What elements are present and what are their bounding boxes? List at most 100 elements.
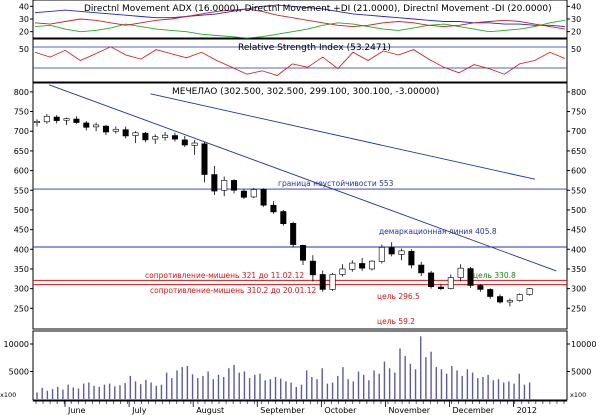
price-tick-label: 650 <box>14 147 29 156</box>
rsi-line <box>34 46 566 76</box>
x-month-label: November <box>388 406 430 415</box>
price-ticks-right: 800 750 700 650 600 550 500 450 400 350 300 250 <box>567 88 586 313</box>
candle-body <box>339 268 346 275</box>
candle-body <box>280 211 287 225</box>
candle-body <box>102 125 109 133</box>
minus-di-series-line <box>34 8 566 30</box>
volume-panel: 10000 5000 10000 5000 x100 x100 <box>0 330 596 401</box>
candle-body <box>250 189 257 198</box>
adx-ticks-left: 40 30 20 <box>19 2 33 37</box>
price-tick-label: 800 <box>14 88 29 97</box>
candle-body <box>211 174 218 192</box>
adx-tick-label: 30 <box>19 15 29 24</box>
price-tick-label: 300 <box>571 285 586 294</box>
price-tick-label: 550 <box>571 186 586 195</box>
candle-body <box>418 264 425 274</box>
annotation-price-59: цель 59.2 <box>377 317 415 326</box>
x-month-label: October <box>324 406 357 415</box>
adx-ticks-right: 40 30 20 <box>567 2 581 37</box>
candle-body <box>132 132 139 136</box>
volume-unit-right: x100 <box>570 391 586 399</box>
rsi-panel: 50 50 Relative Strength Index (53.2471) <box>19 38 581 83</box>
lower-trendline <box>48 84 557 272</box>
adx-panel: 40 30 20 40 30 20 Directnl Movement ADX (16.… <box>19 0 581 39</box>
candle-body <box>142 132 149 141</box>
price-tick-label: 700 <box>14 127 29 136</box>
candle-body <box>437 286 444 289</box>
candle-body <box>378 247 385 262</box>
adx-lines <box>34 4 566 39</box>
price-tick-label: 450 <box>571 226 586 235</box>
candle-body <box>122 129 129 137</box>
candle-body <box>300 245 307 261</box>
volume-tick-label: 10000 <box>571 340 596 349</box>
candle-body <box>83 122 90 128</box>
price-panel: 800 750 700 650 600 550 500 450 400 350 300 250 800… <box>14 82 586 330</box>
candle-body <box>73 118 80 123</box>
upper-trendline <box>150 93 536 180</box>
candle-body <box>181 139 188 146</box>
candle-body <box>290 223 297 245</box>
x-months: June July August September October November De… <box>67 406 537 415</box>
candle-body <box>497 296 504 303</box>
annotation-price-296: цель 296.5 <box>377 292 420 301</box>
candle-body <box>93 124 100 128</box>
candle-body <box>260 189 267 206</box>
price-tick-label: 800 <box>571 88 586 97</box>
price-tick-label: 250 <box>14 304 29 313</box>
rsi-series-line <box>34 46 566 76</box>
rsi-frame <box>32 38 568 83</box>
candle-body <box>231 180 238 191</box>
x-month-label: December <box>453 406 495 415</box>
candle-body <box>53 116 60 121</box>
candle-body <box>408 250 415 266</box>
x-month-label: September <box>260 406 305 415</box>
candle-body <box>171 135 178 140</box>
price-tick-label: 250 <box>571 304 586 313</box>
candle-body <box>506 300 513 303</box>
adx-tick-label: 40 <box>571 2 581 11</box>
candle-body <box>428 272 435 287</box>
price-title: МЕЧЕЛАО (302.500, 302.500, 299.100, 300.… <box>172 87 439 97</box>
annotation-target-321: сопротивление-мишень 321 до 11.02.12 <box>145 271 304 280</box>
candle-body <box>477 285 484 290</box>
candle-body <box>447 277 454 289</box>
x-month-label: July <box>131 406 147 415</box>
x-month-label: June <box>67 406 86 415</box>
adx-tick-label: 20 <box>19 28 29 37</box>
candle-body <box>201 143 208 175</box>
candle-body <box>329 274 336 290</box>
x-month-label: 2012 <box>517 406 537 415</box>
price-tick-label: 400 <box>14 245 29 254</box>
candle-body <box>388 247 395 255</box>
rsi-tick-right: 50 <box>571 45 581 54</box>
price-tick-label: 600 <box>14 167 29 176</box>
candle-body <box>270 204 277 213</box>
annotation-target-310: сопротивление-мишень 310.2 до 20.01.12 <box>150 286 316 295</box>
price-tick-label: 750 <box>571 108 586 117</box>
price-tick-label: 450 <box>14 226 29 235</box>
candle-body <box>359 263 366 269</box>
price-candles <box>33 113 533 307</box>
price-tick-label: 700 <box>571 127 586 136</box>
candle-body <box>368 260 375 270</box>
price-tick-label: 550 <box>14 186 29 195</box>
candle-body <box>112 128 119 132</box>
candle-body <box>457 267 464 278</box>
x-axis: June July August September October November De… <box>33 400 567 415</box>
price-tick-label: 750 <box>14 108 29 117</box>
volume-frame <box>32 330 568 401</box>
volume-unit-left: x100 <box>0 391 16 399</box>
rsi-tick-left: 50 <box>19 45 29 54</box>
adx-tick-label: 40 <box>19 2 29 11</box>
volume-tick-label: 5000 <box>571 368 591 377</box>
price-tick-label: 500 <box>571 206 586 215</box>
candle-body <box>221 180 228 191</box>
candle-body <box>152 136 159 140</box>
candle-body <box>191 142 198 146</box>
volume-tick-label: 10000 <box>4 340 29 349</box>
price-tick-label: 500 <box>14 206 29 215</box>
candle-body <box>319 274 326 290</box>
candle-body <box>526 288 533 295</box>
x-month-label: August <box>196 406 224 415</box>
